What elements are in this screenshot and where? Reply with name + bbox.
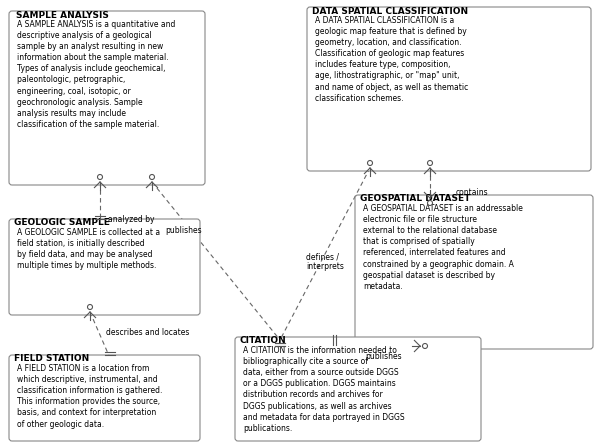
FancyBboxPatch shape — [355, 195, 593, 349]
Circle shape — [427, 201, 433, 206]
Text: analyzed by: analyzed by — [108, 215, 155, 224]
FancyBboxPatch shape — [9, 219, 200, 315]
Text: FIELD STATION: FIELD STATION — [14, 354, 89, 363]
Text: A GEOLOGIC SAMPLE is collected at a
field station, is initially described
by fie: A GEOLOGIC SAMPLE is collected at a fiel… — [17, 228, 160, 270]
Text: publishes: publishes — [365, 352, 401, 361]
FancyBboxPatch shape — [235, 337, 481, 441]
Circle shape — [97, 174, 103, 179]
Text: A GEOSPATIAL DATASET is an addressable
electronic file or file structure
externa: A GEOSPATIAL DATASET is an addressable e… — [363, 204, 523, 291]
FancyBboxPatch shape — [9, 11, 205, 185]
Text: GEOSPATIAL DATASET: GEOSPATIAL DATASET — [360, 194, 470, 203]
Text: A SAMPLE ANALYSIS is a quantitative and
descriptive analysis of a geological
sam: A SAMPLE ANALYSIS is a quantitative and … — [17, 20, 175, 129]
Text: A FIELD STATION is a location from
which descriptive, instrumental, and
classifi: A FIELD STATION is a location from which… — [17, 364, 163, 428]
Text: A CITATION is the information needed to
bibliographically cite a source of
data,: A CITATION is the information needed to … — [243, 346, 404, 433]
Text: DATA SPATIAL CLASSIFICATION: DATA SPATIAL CLASSIFICATION — [312, 7, 468, 16]
Circle shape — [88, 305, 92, 309]
Circle shape — [422, 344, 427, 349]
FancyBboxPatch shape — [307, 7, 591, 171]
Circle shape — [367, 160, 373, 166]
FancyBboxPatch shape — [9, 355, 200, 441]
Text: CITATION: CITATION — [240, 336, 287, 345]
Text: A DATA SPATIAL CLASSIFICATION is a
geologic map feature that is defined by
geome: A DATA SPATIAL CLASSIFICATION is a geolo… — [315, 16, 468, 103]
Text: SAMPLE ANALYSIS: SAMPLE ANALYSIS — [16, 11, 109, 20]
Text: publishes: publishes — [165, 226, 202, 235]
Text: GEOLOGIC SAMPLE: GEOLOGIC SAMPLE — [14, 218, 110, 227]
Text: describes and locates: describes and locates — [106, 328, 190, 337]
Circle shape — [149, 174, 155, 179]
Circle shape — [427, 160, 433, 166]
Text: contains: contains — [456, 188, 488, 197]
Text: defines /
interprets: defines / interprets — [306, 252, 344, 271]
